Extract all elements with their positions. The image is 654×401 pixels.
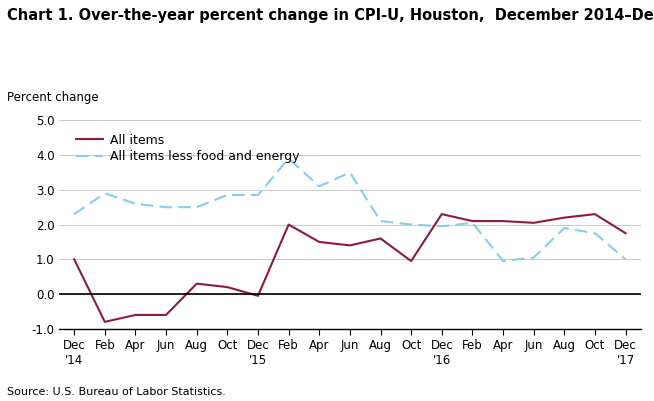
All items less food and energy xyxy=(162,205,170,210)
All items xyxy=(101,320,109,324)
All items less food and energy xyxy=(622,257,630,262)
All items less food and energy xyxy=(377,219,385,223)
All items xyxy=(346,243,354,248)
All items xyxy=(468,219,476,223)
All items xyxy=(438,212,446,217)
Line: All items: All items xyxy=(74,214,626,322)
Text: Chart 1. Over-the-year percent change in CPI-U, Houston,  December 2014–December: Chart 1. Over-the-year percent change in… xyxy=(7,8,654,23)
All items xyxy=(162,312,170,317)
All items less food and energy xyxy=(438,224,446,229)
All items xyxy=(193,281,201,286)
All items xyxy=(560,215,568,220)
All items xyxy=(254,294,262,298)
Text: Source: U.S. Bureau of Labor Statistics.: Source: U.S. Bureau of Labor Statistics. xyxy=(7,387,226,397)
All items xyxy=(407,259,415,263)
All items less food and energy xyxy=(254,192,262,197)
All items less food and energy xyxy=(193,205,201,210)
All items xyxy=(591,212,599,217)
All items less food and energy xyxy=(70,212,78,217)
All items xyxy=(530,221,538,225)
All items less food and energy xyxy=(591,231,599,236)
All items less food and energy xyxy=(560,226,568,231)
All items less food and energy xyxy=(499,259,507,263)
All items less food and energy xyxy=(224,192,232,197)
All items less food and energy xyxy=(468,221,476,225)
Text: Percent change: Percent change xyxy=(7,91,98,104)
All items less food and energy xyxy=(315,184,323,189)
All items xyxy=(622,231,630,236)
All items xyxy=(131,312,139,317)
All items xyxy=(315,239,323,244)
All items xyxy=(377,236,385,241)
All items less food and energy xyxy=(530,255,538,260)
Line: All items less food and energy: All items less food and energy xyxy=(74,158,626,261)
All items xyxy=(224,285,232,290)
All items less food and energy xyxy=(284,156,292,161)
All items xyxy=(70,257,78,262)
All items less food and energy xyxy=(407,222,415,227)
Legend: All items, All items less food and energy: All items, All items less food and energ… xyxy=(71,129,304,168)
All items xyxy=(284,222,292,227)
All items less food and energy xyxy=(101,191,109,196)
All items less food and energy xyxy=(131,201,139,206)
All items less food and energy xyxy=(346,170,354,175)
All items xyxy=(499,219,507,223)
